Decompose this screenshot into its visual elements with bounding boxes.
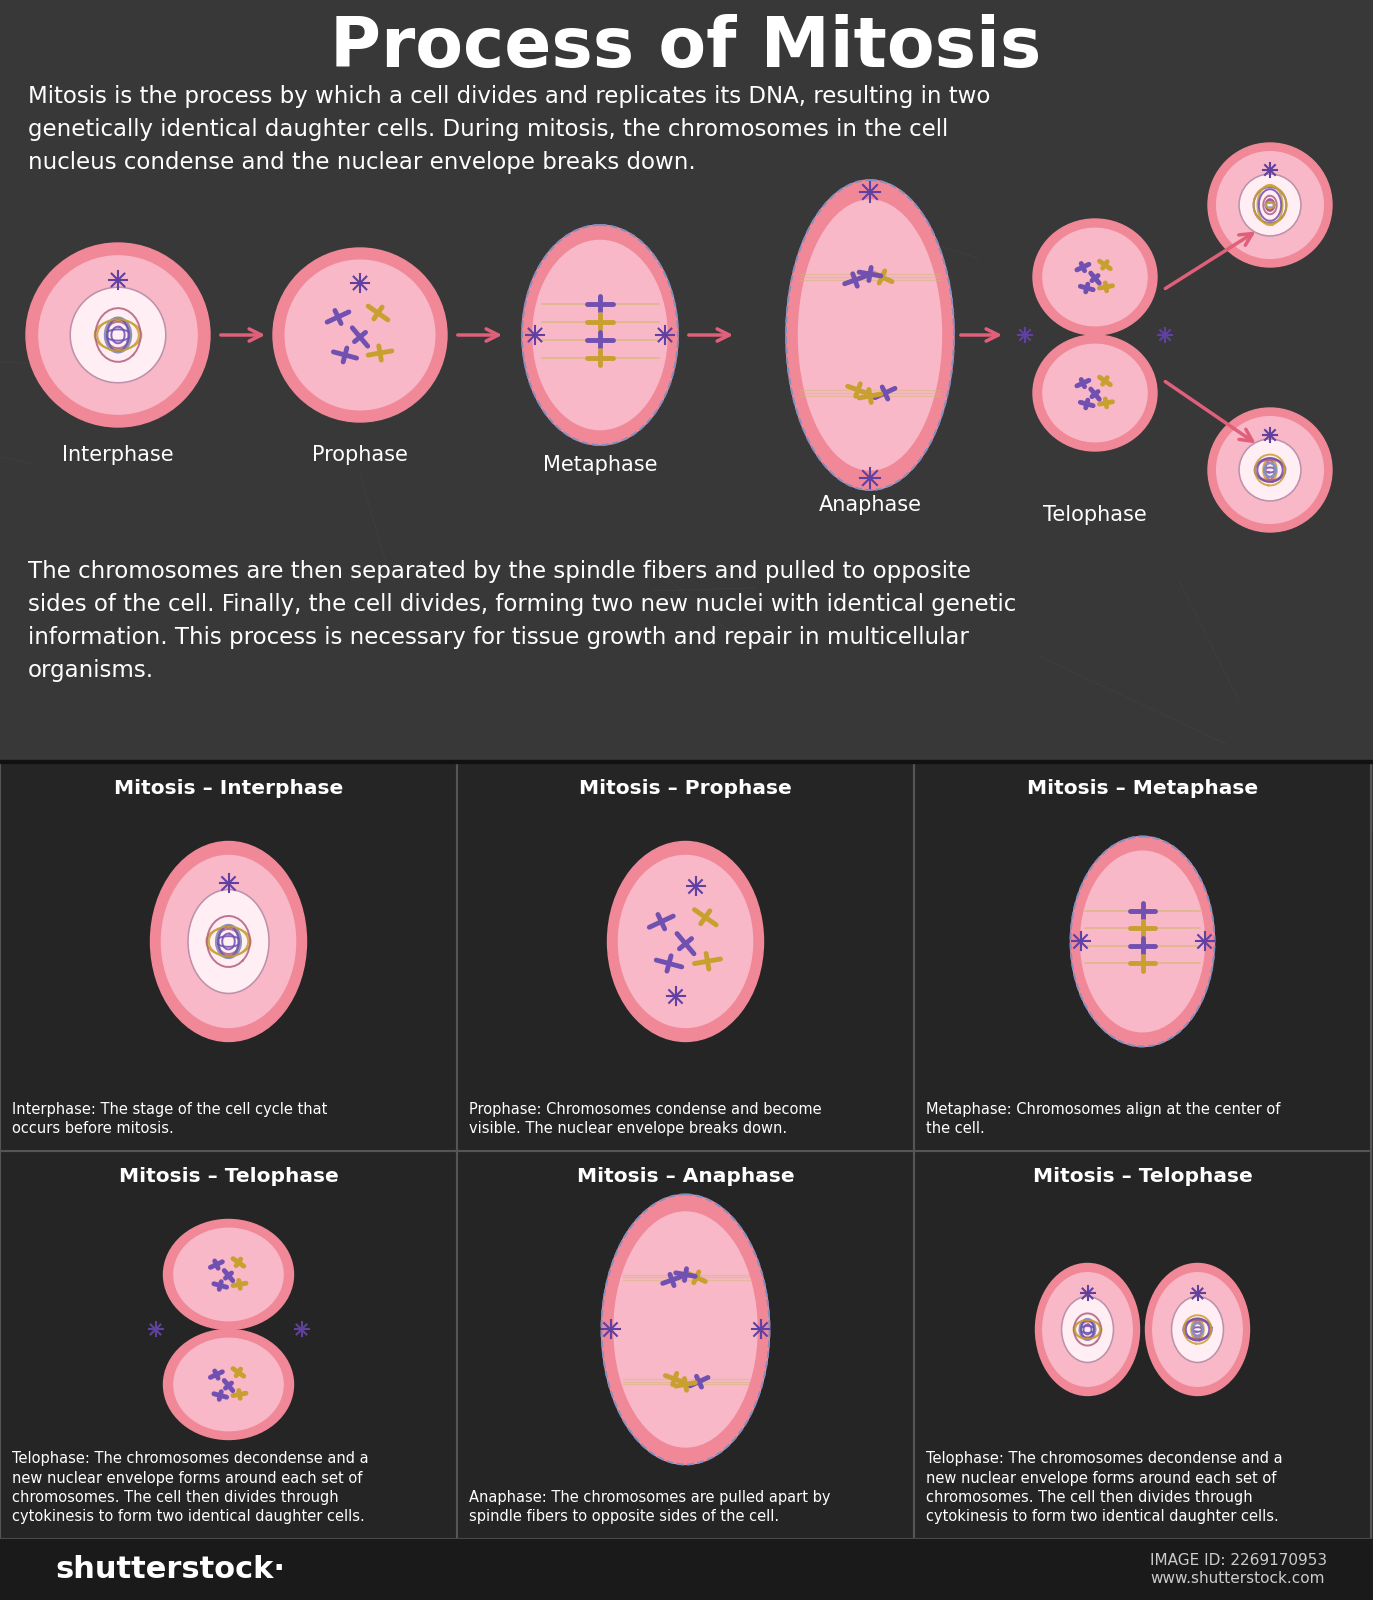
Ellipse shape — [163, 1219, 294, 1330]
Ellipse shape — [1061, 1296, 1114, 1363]
Bar — [457, 1150, 914, 1539]
Ellipse shape — [1238, 174, 1302, 235]
Ellipse shape — [614, 1211, 757, 1446]
Ellipse shape — [151, 842, 306, 1042]
Bar — [457, 763, 914, 1150]
Bar — [457, 1150, 914, 1539]
Ellipse shape — [1043, 229, 1146, 326]
Ellipse shape — [607, 842, 763, 1042]
Ellipse shape — [174, 1229, 283, 1320]
Ellipse shape — [1153, 1272, 1243, 1386]
Text: www.shutterstock.com: www.shutterstock.com — [1151, 1571, 1325, 1586]
Ellipse shape — [273, 248, 448, 422]
Ellipse shape — [533, 240, 667, 429]
Ellipse shape — [1035, 1264, 1140, 1395]
Text: Mitosis – Telophase: Mitosis – Telophase — [1032, 1168, 1252, 1187]
Ellipse shape — [1238, 438, 1302, 501]
Bar — [0, 0, 1373, 830]
Text: Telophase: Telophase — [1043, 506, 1146, 525]
Ellipse shape — [522, 226, 678, 445]
Text: Metaphase: Metaphase — [542, 454, 658, 475]
Ellipse shape — [286, 261, 435, 410]
Text: Mitosis is the process by which a cell divides and replicates its DNA, resulting: Mitosis is the process by which a cell d… — [27, 85, 990, 174]
Text: Prophase: Chromosomes condense and become
visible. The nuclear envelope breaks d: Prophase: Chromosomes condense and becom… — [470, 1102, 821, 1136]
Ellipse shape — [1071, 837, 1215, 1046]
Bar — [914, 763, 1372, 1150]
Ellipse shape — [1208, 408, 1332, 531]
Text: Process of Mitosis: Process of Mitosis — [331, 14, 1042, 82]
Bar — [0, 1150, 457, 1539]
Ellipse shape — [26, 243, 210, 427]
Ellipse shape — [174, 1338, 283, 1430]
Text: Mitosis – Metaphase: Mitosis – Metaphase — [1027, 779, 1258, 798]
Ellipse shape — [1032, 219, 1157, 334]
Text: Interphase: Interphase — [62, 445, 174, 466]
Ellipse shape — [1042, 1272, 1133, 1386]
Bar — [0, 763, 457, 1150]
Ellipse shape — [1081, 851, 1204, 1032]
Text: Mitosis – Telophase: Mitosis – Telophase — [118, 1168, 338, 1187]
Text: Mitosis – Prophase: Mitosis – Prophase — [579, 779, 792, 798]
Bar — [0, 763, 457, 1150]
Text: Prophase: Prophase — [312, 445, 408, 466]
Ellipse shape — [1043, 344, 1146, 442]
Text: The chromosomes are then separated by the spindle fibers and pulled to opposite
: The chromosomes are then separated by th… — [27, 560, 1016, 682]
Ellipse shape — [188, 890, 269, 994]
Ellipse shape — [70, 286, 166, 382]
Bar — [914, 1150, 1372, 1539]
Ellipse shape — [1216, 416, 1324, 523]
Ellipse shape — [1208, 142, 1332, 267]
Bar — [914, 1150, 1372, 1539]
Ellipse shape — [38, 256, 198, 414]
Ellipse shape — [799, 200, 942, 470]
Text: Anaphase: Anaphase — [818, 494, 921, 515]
Ellipse shape — [618, 856, 752, 1027]
Ellipse shape — [1216, 152, 1324, 258]
Ellipse shape — [785, 179, 954, 490]
Ellipse shape — [1171, 1296, 1223, 1363]
Text: IMAGE ID: 2269170953: IMAGE ID: 2269170953 — [1151, 1554, 1328, 1568]
Ellipse shape — [1032, 334, 1157, 451]
Text: Interphase: The stage of the cell cycle that
occurs before mitosis.: Interphase: The stage of the cell cycle … — [12, 1102, 327, 1136]
Bar — [0, 760, 1373, 763]
Ellipse shape — [601, 1195, 769, 1464]
Text: Metaphase: Chromosomes align at the center of
the cell.: Metaphase: Chromosomes align at the cent… — [925, 1102, 1281, 1136]
Text: shutterstock·: shutterstock· — [55, 1555, 286, 1584]
Bar — [457, 763, 914, 1150]
Bar — [914, 763, 1372, 1150]
Ellipse shape — [163, 1330, 294, 1440]
Bar — [0, 1539, 1373, 1600]
Bar — [0, 1150, 457, 1539]
Text: Anaphase: The chromosomes are pulled apart by
spindle fibers to opposite sides o: Anaphase: The chromosomes are pulled apa… — [470, 1490, 831, 1523]
Text: Telophase: The chromosomes decondense and a
new nuclear envelope forms around ea: Telophase: The chromosomes decondense an… — [12, 1451, 368, 1523]
Ellipse shape — [162, 856, 295, 1027]
Text: Telophase: The chromosomes decondense and a
new nuclear envelope forms around ea: Telophase: The chromosomes decondense an… — [925, 1451, 1282, 1523]
Text: Mitosis – Interphase: Mitosis – Interphase — [114, 779, 343, 798]
Text: Mitosis – Anaphase: Mitosis – Anaphase — [577, 1168, 795, 1187]
Ellipse shape — [1145, 1264, 1249, 1395]
